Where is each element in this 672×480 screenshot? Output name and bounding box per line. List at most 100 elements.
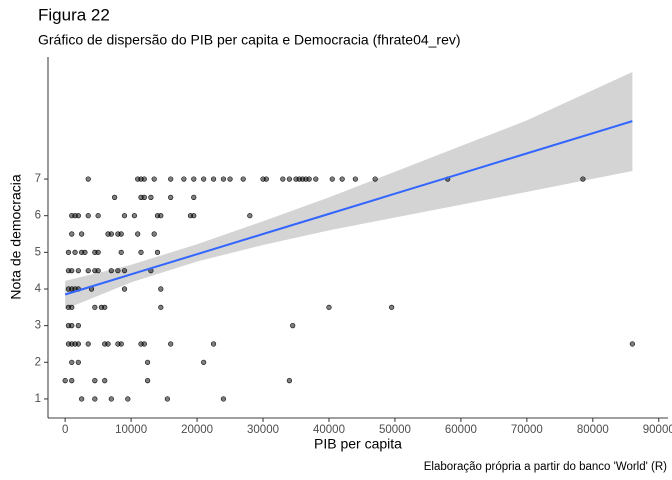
point (290, 323, 296, 329)
point (112, 194, 118, 200)
y-axis-label: Nota de democracia (8, 174, 24, 300)
point (69, 304, 75, 310)
point (141, 176, 147, 182)
point (144, 359, 151, 365)
point (102, 304, 108, 310)
point (82, 249, 88, 255)
point (263, 176, 269, 182)
point (154, 249, 161, 255)
point (92, 304, 98, 310)
point (105, 341, 111, 347)
point (168, 176, 174, 182)
point (286, 378, 293, 384)
x-tick-label: 40000 (313, 424, 345, 436)
point (220, 396, 227, 402)
point (220, 176, 227, 182)
point (85, 341, 91, 347)
point (121, 213, 128, 219)
point (141, 341, 147, 347)
point (201, 359, 207, 365)
point (191, 176, 197, 182)
x-tick-label: 0 (62, 424, 68, 436)
point (240, 176, 246, 182)
point (118, 249, 124, 255)
point (247, 213, 253, 219)
caption: Elaboração própria a partir do banco 'Wo… (424, 461, 667, 473)
x-tick-label: 10000 (115, 424, 147, 436)
chart-subtitle: Gráfico de dispersão do PIB per capita e… (38, 32, 461, 48)
x-tick-label: 50000 (379, 424, 411, 436)
point (135, 231, 141, 237)
x-tick-label: 30000 (247, 424, 279, 436)
point (118, 231, 124, 237)
point (125, 396, 131, 402)
point (151, 176, 157, 182)
point (286, 176, 293, 182)
point (148, 194, 154, 200)
point (69, 378, 75, 384)
point (72, 249, 78, 255)
point (210, 176, 217, 182)
point (95, 268, 101, 274)
point (69, 359, 75, 365)
point (75, 268, 81, 274)
chart-title: Figura 22 (38, 5, 110, 24)
y-tick-label: 7 (35, 173, 41, 185)
point (280, 176, 286, 182)
point (118, 341, 124, 347)
point (191, 213, 197, 219)
point (102, 378, 108, 384)
confidence-band (65, 72, 633, 310)
point (75, 341, 81, 347)
x-tick-label: 90000 (643, 424, 672, 436)
point (329, 176, 335, 182)
point (131, 213, 138, 219)
point (108, 231, 114, 237)
x-tick-label: 60000 (445, 424, 477, 436)
point (108, 268, 114, 274)
y-tick-label: 4 (35, 283, 42, 295)
point (389, 304, 395, 310)
point (92, 396, 98, 402)
point (65, 249, 72, 255)
y-tick-label: 2 (35, 356, 41, 368)
point (580, 176, 586, 182)
point (158, 286, 164, 292)
point (629, 341, 635, 347)
point (164, 396, 170, 402)
point (326, 304, 332, 310)
point (85, 213, 91, 219)
point (158, 304, 164, 310)
y-tick-label: 3 (35, 320, 41, 332)
point (79, 231, 85, 237)
point (151, 231, 157, 237)
point (339, 176, 345, 182)
point (108, 396, 114, 402)
y-tick-label: 1 (35, 393, 41, 405)
point (201, 176, 207, 182)
point (144, 378, 151, 384)
x-tick-label: 80000 (577, 424, 609, 436)
point (168, 194, 174, 200)
y-tick-label: 6 (35, 210, 41, 222)
point (95, 213, 101, 219)
point (115, 268, 121, 274)
point (75, 359, 81, 365)
point (210, 341, 217, 347)
x-axis-label: PIB per capita (314, 436, 402, 452)
point (168, 341, 174, 347)
point (227, 176, 233, 182)
point (121, 286, 128, 292)
point (372, 176, 378, 182)
point (313, 176, 319, 182)
point (85, 176, 91, 182)
point (85, 268, 91, 274)
point (75, 323, 81, 329)
point (69, 323, 75, 329)
point (306, 176, 312, 182)
point (75, 213, 81, 219)
point (352, 176, 358, 182)
point (69, 268, 75, 274)
point (62, 378, 68, 384)
